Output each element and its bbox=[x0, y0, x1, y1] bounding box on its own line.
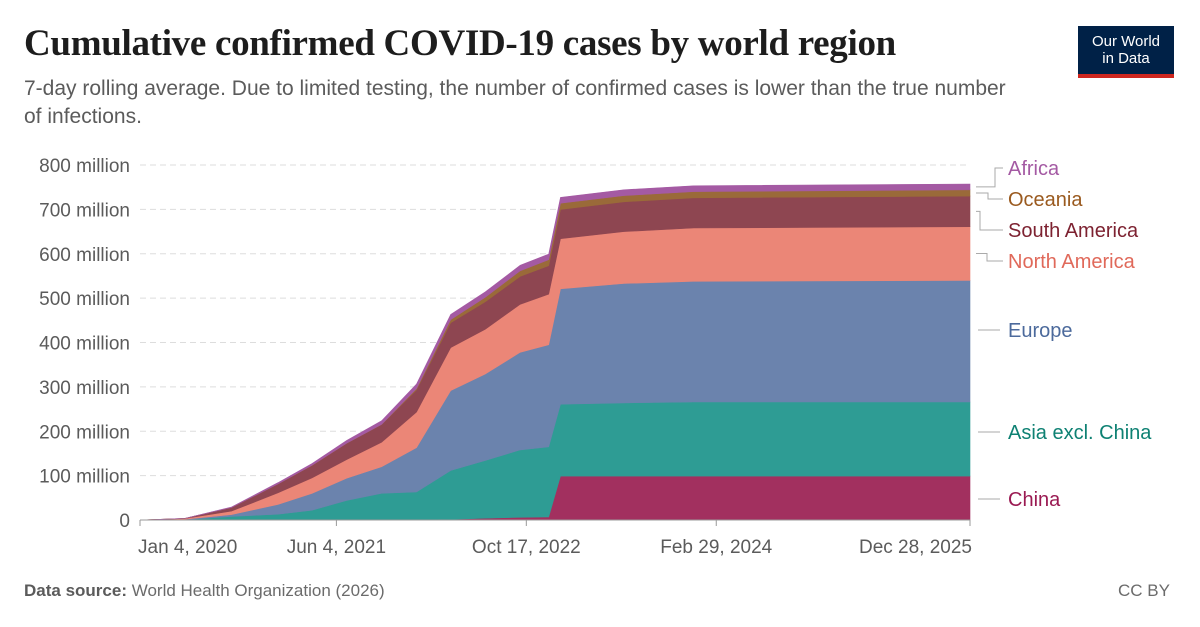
y-tick-label: 600 million bbox=[39, 245, 130, 266]
y-tick-label: 200 million bbox=[39, 422, 130, 443]
y-tick-label: 800 million bbox=[39, 156, 130, 177]
legend-connector-south-america bbox=[976, 210, 1003, 231]
data-source: Data source: World Health Organization (… bbox=[24, 581, 385, 601]
x-tick-label: Jun 4, 2021 bbox=[287, 537, 386, 558]
x-tick-label: Dec 28, 2025 bbox=[859, 537, 972, 558]
legend-label-north-america[interactable]: North America bbox=[1008, 251, 1136, 273]
chart-subtitle: 7-day rolling average. Due to limited te… bbox=[24, 77, 1006, 128]
our-world-in-data-logo[interactable]: Our World in Data bbox=[1078, 26, 1174, 78]
y-tick-label: 500 million bbox=[39, 289, 130, 310]
data-source-text: World Health Organization (2026) bbox=[131, 581, 385, 600]
logo-line-1: Our World bbox=[1091, 33, 1161, 50]
x-tick-label: Oct 17, 2022 bbox=[472, 537, 581, 558]
area-africa[interactable] bbox=[139, 183, 971, 521]
y-tick-label: 0 bbox=[119, 511, 130, 532]
legend-label-europe[interactable]: Europe bbox=[1008, 320, 1073, 342]
y-tick-label: 100 million bbox=[39, 467, 130, 488]
legend-label-china[interactable]: China bbox=[1008, 489, 1061, 511]
license-link[interactable]: CC BY bbox=[1118, 581, 1170, 600]
area-series bbox=[139, 183, 971, 521]
legend-label-africa[interactable]: Africa bbox=[1008, 158, 1060, 180]
y-tick-label: 700 million bbox=[39, 200, 130, 221]
chart-title: Cumulative confirmed COVID-19 cases by w… bbox=[24, 23, 896, 64]
legend-label-oceania[interactable]: Oceania bbox=[1008, 189, 1083, 211]
legend-connector-north-america bbox=[976, 253, 1003, 262]
legend-label-asia-excl-china[interactable]: Asia excl. China bbox=[1008, 422, 1152, 444]
legend: Africa Oceania South America North America E… bbox=[976, 158, 1152, 511]
stacked-area-chart: 0 100 million 200 million 300 million 400 mi… bbox=[39, 156, 1152, 558]
legend-label-south-america[interactable]: South America bbox=[1008, 220, 1139, 242]
legend-connector-africa bbox=[976, 167, 1003, 188]
legend-connector-oceania bbox=[976, 192, 1003, 200]
x-tick-label: Jan 4, 2020 bbox=[138, 537, 237, 558]
axes: 0 100 million 200 million 300 million 400 mi… bbox=[39, 156, 972, 558]
data-source-label: Data source: bbox=[24, 581, 127, 600]
logo-line-2: in Data bbox=[1102, 50, 1150, 67]
y-tick-label: 400 million bbox=[39, 334, 130, 355]
x-tick-label: Feb 29, 2024 bbox=[660, 537, 772, 558]
y-tick-label: 300 million bbox=[39, 378, 130, 399]
